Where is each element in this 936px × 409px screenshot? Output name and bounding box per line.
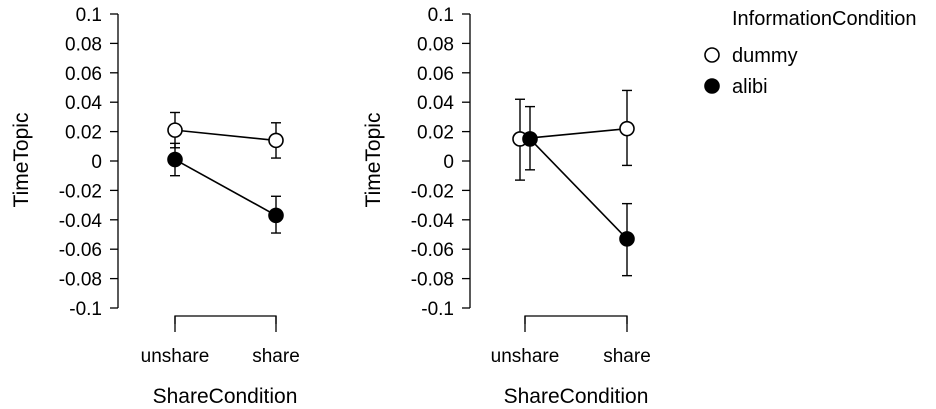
series-alibi xyxy=(170,142,281,234)
series-line-alibi xyxy=(529,138,628,240)
series-line-alibi xyxy=(174,158,277,217)
legend-title: InformationCondition xyxy=(732,8,917,30)
y-tick-label: -0.04 xyxy=(59,211,103,232)
y-tick-label: -0.08 xyxy=(411,270,454,291)
y-tick-label: 0.06 xyxy=(417,64,454,85)
y-tick-label: 0.1 xyxy=(428,5,454,26)
y-tick-label: -0.1 xyxy=(69,299,102,320)
y-tick-label: 0.08 xyxy=(65,34,102,55)
y-tick-label: -0.06 xyxy=(59,240,102,261)
y-tick-label: -0.1 xyxy=(421,299,454,320)
y-tick-label: 0 xyxy=(443,152,454,173)
y-tick-label: 0.04 xyxy=(417,93,454,114)
y-tick-label: -0.02 xyxy=(59,181,102,202)
data-point-alibi-unshare xyxy=(167,151,183,168)
y-tick-label: 0.08 xyxy=(417,34,454,55)
x-tick-label-share: share xyxy=(252,346,300,367)
y-tick-label: 0 xyxy=(91,152,102,173)
x-tick-label-unshare: unshare xyxy=(491,346,560,367)
data-point-alibi-share xyxy=(268,207,284,224)
series-dummy xyxy=(170,111,281,159)
series-line-dummy xyxy=(174,129,277,142)
x-axis-title: ShareCondition xyxy=(153,385,298,408)
legend-label-dummy: dummy xyxy=(732,45,798,67)
y-tick-label: 0.1 xyxy=(76,5,102,26)
x-axis-bracket xyxy=(524,315,628,324)
series-alibi xyxy=(525,105,632,277)
y-axis-title: TimeTopic xyxy=(10,113,33,208)
legend-marker-alibi xyxy=(704,78,720,94)
y-tick-label: 0.04 xyxy=(65,93,102,114)
data-point-dummy-unshare xyxy=(167,122,183,138)
legend: InformationCondition dummy alibi xyxy=(704,8,917,98)
x-axis-title: ShareCondition xyxy=(504,385,649,408)
chart-panel-left: 0.1 0.08 0.06 0.04 0.02 0 -0.02 -0.04 -0.06 -0.08… xyxy=(10,5,300,408)
chart-panel-right: 0.1 0.08 0.06 0.04 0.02 0 -0.02 -0.04 -0.06 -0.08… xyxy=(362,5,651,408)
y-tick-label: -0.08 xyxy=(59,270,102,291)
data-point-alibi-unshare xyxy=(522,131,538,147)
y-tick-label: 0.02 xyxy=(65,123,102,144)
x-tick-label-unshare: unshare xyxy=(141,346,210,367)
x-axis-bracket xyxy=(174,315,277,324)
y-tick-label: 0.02 xyxy=(417,123,454,144)
series-line-dummy xyxy=(519,127,628,140)
y-axis-title: TimeTopic xyxy=(362,113,385,208)
legend-marker-dummy xyxy=(704,47,720,63)
y-tick-label: -0.02 xyxy=(411,181,454,202)
y-tick-label: -0.04 xyxy=(411,211,455,232)
legend-label-alibi: alibi xyxy=(732,76,768,98)
data-point-dummy-share xyxy=(619,120,635,137)
x-tick-label-share: share xyxy=(603,346,651,367)
data-point-alibi-share xyxy=(619,231,635,247)
y-tick-label: 0.06 xyxy=(65,64,102,85)
y-tick-label: -0.06 xyxy=(411,240,454,261)
data-point-dummy-share xyxy=(268,132,284,149)
